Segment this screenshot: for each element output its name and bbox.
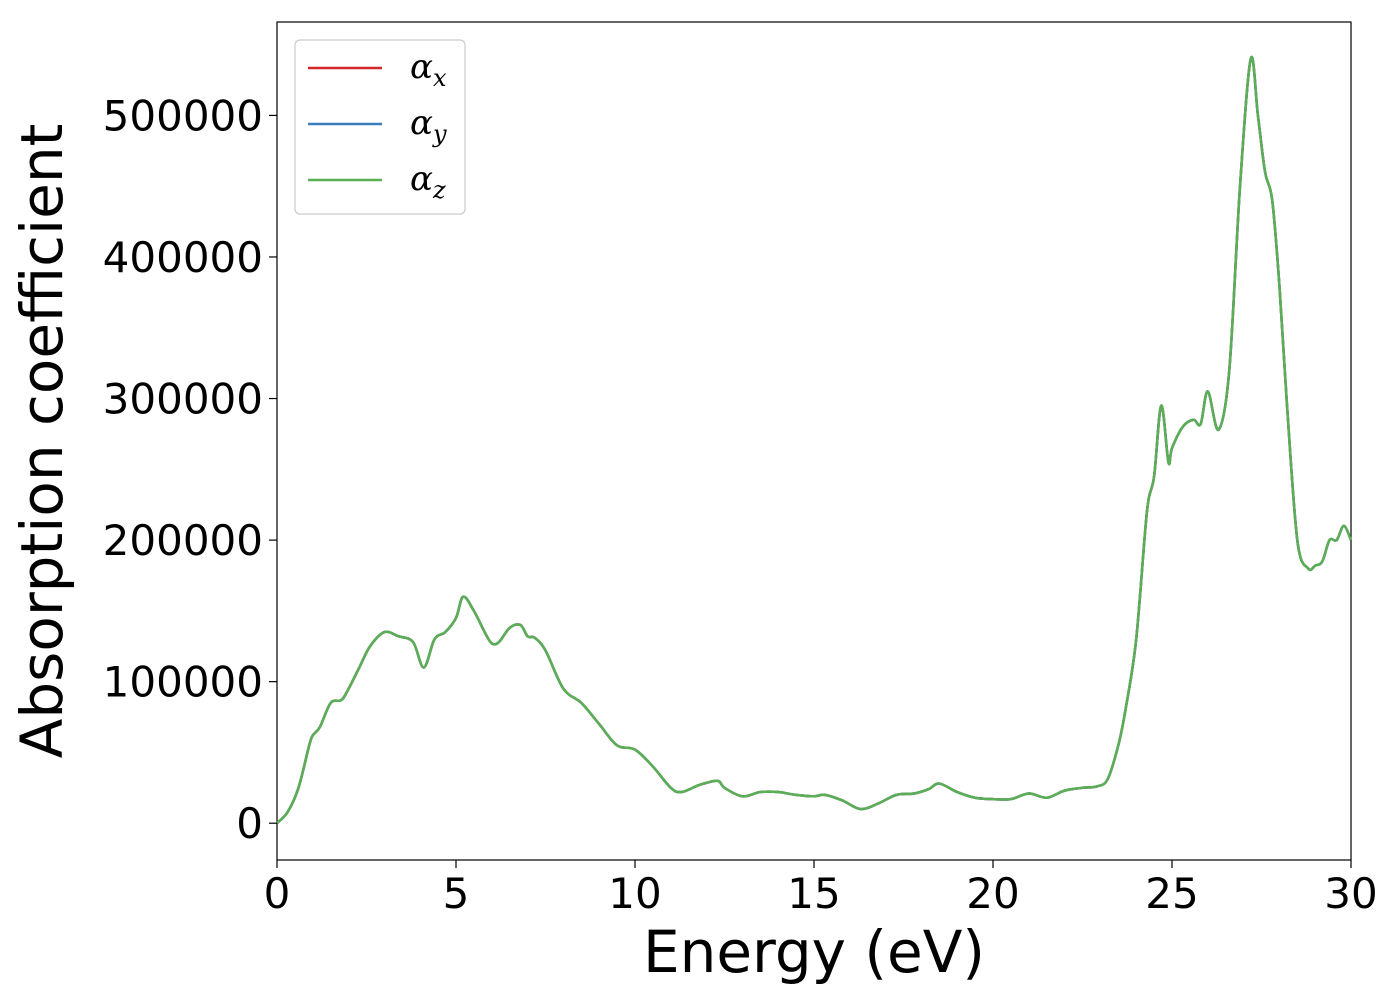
y-axis-label: Absorption coefficient bbox=[8, 124, 76, 759]
legend-label-alpha-x: αx bbox=[410, 47, 447, 92]
series-group bbox=[276, 55, 1353, 825]
legend-box bbox=[294, 39, 466, 215]
y-tick-label: 100000 bbox=[103, 658, 263, 707]
y-tick-label: 200000 bbox=[103, 516, 263, 565]
y-tick-label: 300000 bbox=[103, 375, 263, 424]
legend: αx αy αz bbox=[294, 39, 466, 215]
series-line-alpha-z bbox=[276, 55, 1353, 825]
y-tick-label: 400000 bbox=[103, 233, 263, 282]
x-tick-label: 15 bbox=[787, 869, 840, 918]
x-tick-label: 5 bbox=[443, 869, 470, 918]
y-axis: 0 100000 200000 300000 400000 500000 bbox=[103, 91, 277, 848]
x-tick-label: 20 bbox=[966, 869, 1019, 918]
x-axis: 0 5 10 15 20 25 30 bbox=[264, 860, 1378, 918]
x-tick-label: 25 bbox=[1145, 869, 1198, 918]
y-tick-label: 500000 bbox=[103, 91, 263, 140]
x-tick-label: 30 bbox=[1324, 869, 1377, 918]
legend-label-alpha-y: αy bbox=[410, 103, 447, 148]
y-tick-label: 0 bbox=[236, 799, 263, 848]
x-tick-label: 10 bbox=[608, 869, 661, 918]
x-axis-label: Energy (eV) bbox=[643, 918, 985, 986]
x-tick-label: 0 bbox=[264, 869, 291, 918]
legend-label-alpha-z: αz bbox=[410, 159, 446, 204]
